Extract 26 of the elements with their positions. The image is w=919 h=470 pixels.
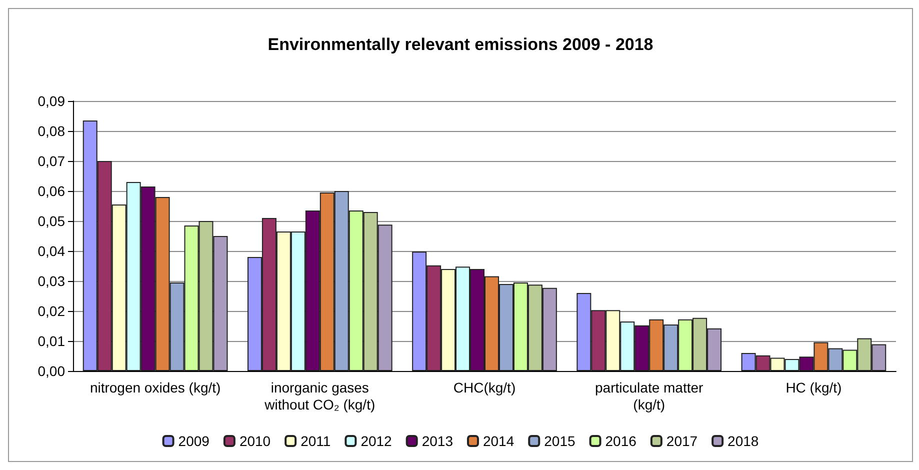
- x-tick-label: particulate matter (kg/t): [595, 380, 704, 412]
- y-tick-label: 0,00: [38, 363, 66, 379]
- legend-label: 2018: [728, 433, 759, 449]
- legend-label: 2012: [360, 433, 392, 449]
- legend-label: 2010: [239, 433, 271, 449]
- legend-label: 2011: [300, 433, 331, 449]
- y-tick-label: 0,05: [38, 213, 66, 229]
- y-tick-label: 0,04: [38, 243, 66, 259]
- y-tick-label: 0,09: [38, 93, 66, 109]
- y-tick-label: 0,06: [38, 183, 66, 199]
- y-tick-label: 0,08: [38, 123, 66, 139]
- chart-title: Environmentally relevant emissions 2009 - 2018: [268, 35, 654, 54]
- x-tick-label: CHC(kg/t): [453, 380, 516, 396]
- y-tick-label: 0,01: [38, 333, 66, 349]
- x-tick-label: HC (kg/t): [786, 380, 842, 396]
- legend-label: 2015: [544, 433, 576, 449]
- y-tick-label: 0,03: [38, 273, 66, 289]
- legend-label: 2016: [605, 433, 637, 449]
- legend-label: 2014: [482, 433, 514, 449]
- legend-label: 2009: [178, 433, 210, 449]
- x-tick-label: inorganic gases without CO₂ (kg/t): [264, 380, 376, 412]
- x-tick-label: nitrogen oxides (kg/t): [90, 380, 221, 396]
- legend-label: 2013: [422, 433, 454, 449]
- legend-label: 2017: [666, 433, 698, 449]
- y-tick-label: 0,02: [38, 303, 66, 319]
- y-tick-label: 0,07: [38, 153, 66, 169]
